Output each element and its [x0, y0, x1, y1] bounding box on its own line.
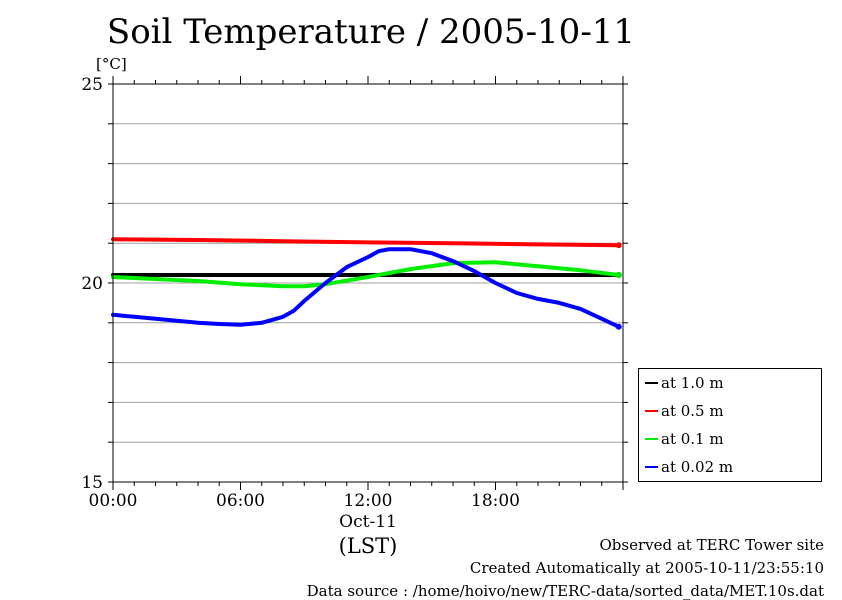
- legend-swatch-0-02m: [645, 466, 658, 468]
- legend-swatch-1m: [645, 382, 658, 384]
- legend-label-0-02m: at 0.02 m: [661, 458, 734, 476]
- ticks: [108, 76, 628, 490]
- footer-site: Observed at TERC Tower site: [599, 536, 824, 554]
- series-endpoint-1: [615, 242, 622, 249]
- legend: at 1.0 m at 0.5 m at 0.1 m at 0.02 m: [638, 368, 822, 482]
- y-axis-unit: [°C]: [96, 55, 127, 73]
- series-line-1: [111, 237, 621, 248]
- chart-title: Soil Temperature / 2005-10-11: [106, 12, 636, 52]
- x-tick-label: 12:00: [344, 491, 393, 511]
- series-endpoint-3: [615, 323, 622, 330]
- y-tick-label: 20: [81, 274, 103, 294]
- y-tick-label: 25: [81, 75, 103, 95]
- legend-item-0-5m: at 0.5 m: [645, 401, 724, 421]
- tick-labels: 15 20 25 00:00 06:00 12:00 18:00 Oct-11(LST): [81, 75, 520, 558]
- legend-item-0-02m: at 0.02 m: [645, 457, 733, 477]
- x-date-label: Oct-11: [339, 512, 397, 532]
- footer-source: Data source : /home/hoivo/new/TERC-data/…: [306, 582, 824, 600]
- footer-created: Created Automatically at 2005-10-11/23:5…: [469, 559, 824, 577]
- series-endpoint-2: [615, 272, 622, 279]
- x-tick-label: 18:00: [471, 491, 520, 511]
- legend-label-0-1m: at 0.1 m: [661, 430, 724, 448]
- series-line-2: [111, 260, 621, 289]
- legend-item-1m: at 1.0 m: [645, 373, 724, 393]
- legend-swatch-0-1m: [645, 438, 658, 440]
- legend-swatch-0-5m: [645, 410, 658, 412]
- gridlines: [113, 83, 623, 483]
- legend-label-1m: at 1.0 m: [661, 374, 724, 392]
- x-tick-label: 06:00: [216, 491, 265, 511]
- x-tick-label: 00:00: [89, 491, 138, 511]
- x-axis-label: (LST): [339, 534, 398, 558]
- legend-label-0-5m: at 0.5 m: [661, 402, 724, 420]
- y-tick-label: 15: [81, 473, 103, 493]
- legend-item-0-1m: at 0.1 m: [645, 429, 724, 449]
- series-lines: [111, 237, 622, 330]
- series-line-3: [111, 247, 621, 329]
